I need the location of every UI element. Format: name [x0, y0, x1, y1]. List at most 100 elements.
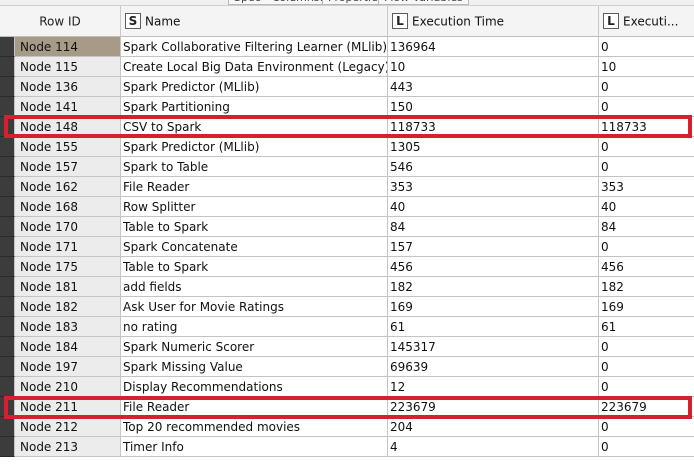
- table-row[interactable]: Node 213 Timer Info 4 0: [0, 437, 694, 457]
- name-cell[interactable]: Spark Missing Value: [121, 357, 388, 377]
- table-row[interactable]: Node 197 Spark Missing Value 69639 0: [0, 357, 694, 377]
- row-id-cell[interactable]: Node 162: [15, 177, 121, 197]
- execution-time-2-cell[interactable]: 84: [599, 217, 694, 237]
- name-cell[interactable]: Spark Predictor (MLlib): [121, 77, 388, 97]
- table-row[interactable]: Node 171 Spark Concatenate 157 0: [0, 237, 694, 257]
- name-cell[interactable]: add fields: [121, 277, 388, 297]
- execution-time-cell[interactable]: 169: [388, 297, 599, 317]
- execution-time-cell[interactable]: 136964: [388, 37, 599, 57]
- row-id-cell[interactable]: Node 115: [15, 57, 121, 77]
- row-id-cell[interactable]: Node 148: [15, 117, 121, 137]
- column-header-name[interactable]: S Name: [121, 6, 388, 36]
- name-cell[interactable]: File Reader: [121, 397, 388, 417]
- execution-time-cell[interactable]: 204: [388, 417, 599, 437]
- execution-time-cell[interactable]: 223679: [388, 397, 599, 417]
- name-cell[interactable]: Top 20 recommended movies: [121, 417, 388, 437]
- name-cell[interactable]: Display Recommendations: [121, 377, 388, 397]
- name-cell[interactable]: Table to Spark: [121, 257, 388, 277]
- tab-flow-variables[interactable]: Flow Variables: [378, 0, 469, 5]
- row-id-cell[interactable]: Node 184: [15, 337, 121, 357]
- execution-time-2-cell[interactable]: 0: [599, 437, 694, 457]
- row-id-cell[interactable]: Node 141: [15, 97, 121, 117]
- row-id-cell[interactable]: Node 168: [15, 197, 121, 217]
- row-id-cell[interactable]: Node 197: [15, 357, 121, 377]
- execution-time-2-cell[interactable]: 0: [599, 37, 694, 57]
- table-row[interactable]: Node 162 File Reader 353 353: [0, 177, 694, 197]
- name-cell[interactable]: no rating: [121, 317, 388, 337]
- table-row[interactable]: Node 148 CSV to Spark 118733 118733: [0, 117, 694, 137]
- execution-time-2-cell[interactable]: 0: [599, 357, 694, 377]
- execution-time-cell[interactable]: 84: [388, 217, 599, 237]
- execution-time-2-cell[interactable]: 0: [599, 137, 694, 157]
- execution-time-cell[interactable]: 443: [388, 77, 599, 97]
- execution-time-2-cell[interactable]: 0: [599, 417, 694, 437]
- name-cell[interactable]: CSV to Spark: [121, 117, 388, 137]
- row-id-cell[interactable]: Node 170: [15, 217, 121, 237]
- row-id-cell[interactable]: Node 213: [15, 437, 121, 457]
- execution-time-cell[interactable]: 10: [388, 57, 599, 77]
- row-id-cell[interactable]: Node 175: [15, 257, 121, 277]
- execution-time-2-cell[interactable]: 353: [599, 177, 694, 197]
- table-row[interactable]: Node 182 Ask User for Movie Ratings 169 169: [0, 297, 694, 317]
- execution-time-2-cell[interactable]: 0: [599, 157, 694, 177]
- table-row[interactable]: Node 212 Top 20 recommended movies 204 0: [0, 417, 694, 437]
- name-cell[interactable]: Spark Collaborative Filtering Learner (M…: [121, 37, 388, 57]
- name-cell[interactable]: Spark Partitioning: [121, 97, 388, 117]
- execution-time-cell[interactable]: 456: [388, 257, 599, 277]
- execution-time-cell[interactable]: 69639: [388, 357, 599, 377]
- column-header-execution-time[interactable]: L Execution Time: [388, 6, 599, 36]
- row-id-cell[interactable]: Node 155: [15, 137, 121, 157]
- row-id-cell[interactable]: Node 212: [15, 417, 121, 437]
- name-cell[interactable]: File Reader: [121, 177, 388, 197]
- table-row[interactable]: Node 168 Row Splitter 40 40: [0, 197, 694, 217]
- execution-time-2-cell[interactable]: 169: [599, 297, 694, 317]
- name-cell[interactable]: Row Splitter: [121, 197, 388, 217]
- execution-time-cell[interactable]: 546: [388, 157, 599, 177]
- name-cell[interactable]: Spark to Table: [121, 157, 388, 177]
- execution-time-2-cell[interactable]: 182: [599, 277, 694, 297]
- table-row[interactable]: Node 181 add fields 182 182: [0, 277, 694, 297]
- table-row[interactable]: Node 114 Spark Collaborative Filtering Le…: [0, 37, 694, 57]
- execution-time-2-cell[interactable]: 456: [599, 257, 694, 277]
- execution-time-cell[interactable]: 150: [388, 97, 599, 117]
- execution-time-2-cell[interactable]: 61: [599, 317, 694, 337]
- table-row[interactable]: Node 155 Spark Predictor (MLlib) 1305 0: [0, 137, 694, 157]
- execution-time-cell[interactable]: 40: [388, 197, 599, 217]
- execution-time-cell[interactable]: 182: [388, 277, 599, 297]
- column-header-execution-time-2[interactable]: L Executi...: [599, 6, 694, 36]
- execution-time-cell[interactable]: 157: [388, 237, 599, 257]
- execution-time-cell[interactable]: 61: [388, 317, 599, 337]
- name-cell[interactable]: Create Local Big Data Environment (Legac…: [121, 57, 388, 77]
- table-row[interactable]: Node 115 Create Local Big Data Environmen…: [0, 57, 694, 77]
- row-id-cell[interactable]: Node 211: [15, 397, 121, 417]
- name-cell[interactable]: Spark Concatenate: [121, 237, 388, 257]
- table-row[interactable]: Node 183 no rating 61 61: [0, 317, 694, 337]
- execution-time-2-cell[interactable]: 0: [599, 377, 694, 397]
- table-row[interactable]: Node 211 File Reader 223679 223679: [0, 397, 694, 417]
- row-id-cell[interactable]: Node 136: [15, 77, 121, 97]
- execution-time-2-cell[interactable]: 223679: [599, 397, 694, 417]
- name-cell[interactable]: Timer Info: [121, 437, 388, 457]
- execution-time-cell[interactable]: 4: [388, 437, 599, 457]
- name-cell[interactable]: Spark Numeric Scorer: [121, 337, 388, 357]
- execution-time-cell[interactable]: 118733: [388, 117, 599, 137]
- table-row[interactable]: Node 184 Spark Numeric Scorer 145317 0: [0, 337, 694, 357]
- row-id-cell[interactable]: Node 183: [15, 317, 121, 337]
- execution-time-cell[interactable]: 12: [388, 377, 599, 397]
- table-row[interactable]: Node 170 Table to Spark 84 84: [0, 217, 694, 237]
- execution-time-2-cell[interactable]: 118733: [599, 117, 694, 137]
- row-id-cell[interactable]: Node 171: [15, 237, 121, 257]
- column-header-row-id[interactable]: Row ID: [0, 6, 121, 36]
- execution-time-2-cell[interactable]: 0: [599, 237, 694, 257]
- row-id-cell[interactable]: Node 114: [15, 37, 121, 57]
- execution-time-2-cell[interactable]: 40: [599, 197, 694, 217]
- row-id-cell[interactable]: Node 182: [15, 297, 121, 317]
- row-id-cell[interactable]: Node 210: [15, 377, 121, 397]
- table-row[interactable]: Node 136 Spark Predictor (MLlib) 443 0: [0, 77, 694, 97]
- execution-time-2-cell[interactable]: 0: [599, 97, 694, 117]
- execution-time-2-cell[interactable]: 0: [599, 337, 694, 357]
- execution-time-cell[interactable]: 145317: [388, 337, 599, 357]
- name-cell[interactable]: Table to Spark: [121, 217, 388, 237]
- table-row[interactable]: Node 141 Spark Partitioning 150 0: [0, 97, 694, 117]
- table-row[interactable]: Node 175 Table to Spark 456 456: [0, 257, 694, 277]
